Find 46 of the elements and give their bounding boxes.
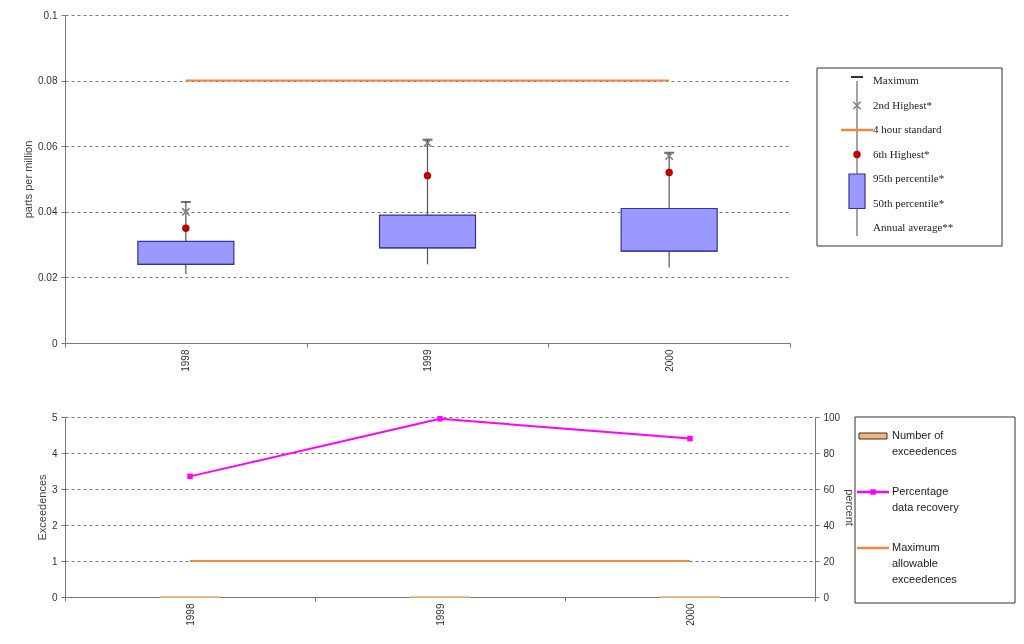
y2-tick-label: 20 [823,555,836,567]
y-tick-label: 0.02 [38,271,58,283]
point [181,207,191,217]
y-tick-label: 0.08 [38,75,58,87]
y-axis-title: Exceedences [35,473,48,541]
legend-label: 6th Highest* [873,147,930,160]
x-tick-label: 1999 [422,349,433,372]
legend-label: 4 hour standard [873,123,942,135]
y2-tick-label: 60 [823,483,836,495]
text: Maximum [873,74,920,86]
point [437,416,443,422]
text: 50th percentile* [873,196,945,209]
text: Annual average** [873,221,954,233]
y-tick-label: 0.06 [38,140,58,152]
legend-label: Percentage data recovery [892,485,960,513]
y2-tick-label: 40 [823,519,836,531]
y-tick-label: 0 [51,337,58,349]
y-tick-label: 4 [51,447,58,459]
y-axis-title: parts per million [22,140,35,219]
point [664,151,674,161]
y-tick-label: 5 [51,411,58,423]
point [687,435,693,442]
text: 95th percentile* [873,172,945,184]
y2-axis-title: percent [844,489,857,526]
y-tick-label: 1 [51,555,58,567]
legend-label: Maximum allowable exceedences [892,541,958,585]
point [422,138,433,148]
y2-tick-label: 0 [823,591,830,603]
y2-tick-label: 80 [823,447,836,459]
point [182,224,190,232]
y-tick-label: 3 [51,483,58,495]
y-tick-label: 2 [51,519,58,531]
y2-tick-label: 100 [823,411,841,423]
point [665,168,673,177]
y-tick-label: 0 [51,591,58,603]
y-tick-label: 0.1 [43,9,58,21]
point [187,473,193,480]
x-tick-label: 2000 [684,603,696,626]
y-tick-label: 0.04 [38,206,58,218]
x-tick-label: 1998 [184,603,196,626]
x-tick-label: 1999 [434,603,446,626]
legend-label: 2nd Highest* [873,98,932,111]
x-tick-label: 1998 [180,349,192,372]
x-tick-label: 2000 [663,349,675,372]
point [423,172,432,180]
legend-label: Number of exceedences [892,429,958,457]
